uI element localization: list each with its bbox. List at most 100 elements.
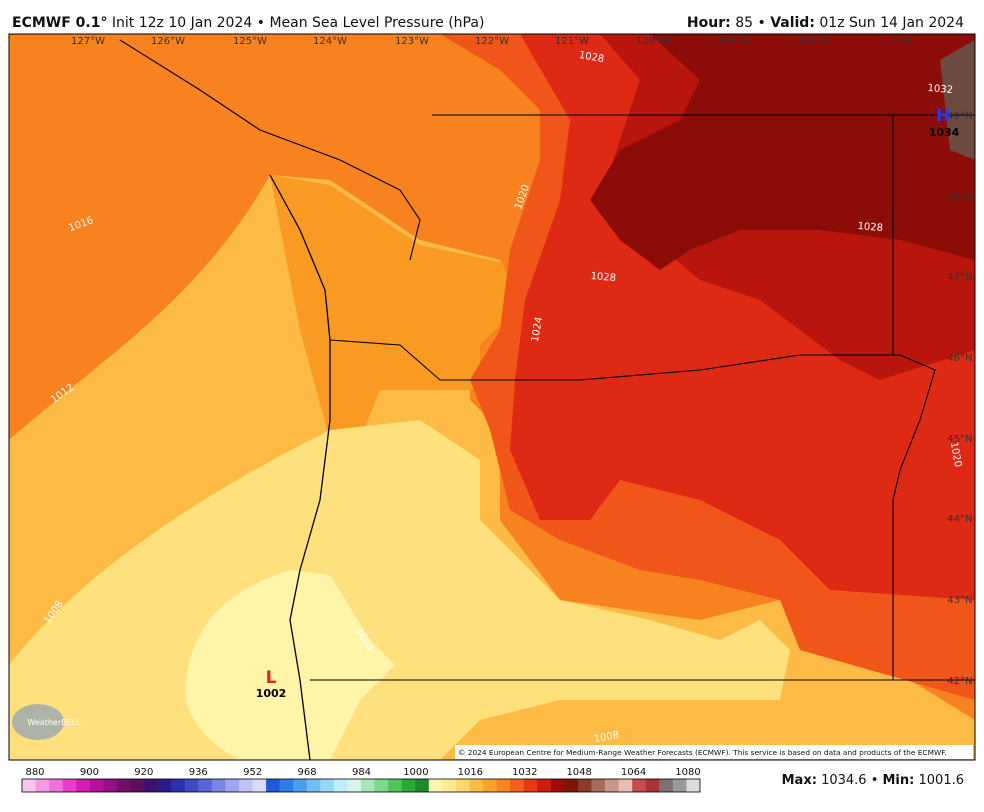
colorbar-swatch <box>211 779 226 792</box>
colorbar-swatch <box>171 779 186 792</box>
colorbar-label: 900 <box>80 767 99 778</box>
colorbar-swatch <box>225 779 240 792</box>
copyright: © 2024 European Centre for Medium-Range … <box>458 748 947 757</box>
lat-label: 47°N <box>947 272 972 283</box>
logo-badge <box>12 704 64 740</box>
lat-label: 48°N <box>947 192 972 203</box>
colorbar-swatch <box>35 779 50 792</box>
contour-label: 1020 <box>948 441 963 468</box>
colorbar-swatch <box>645 779 660 792</box>
colorbar-label: 1048 <box>566 767 591 778</box>
colorbar-swatch <box>496 779 511 792</box>
lon-label: 122°W <box>475 36 509 47</box>
colorbar-label: 952 <box>243 767 262 778</box>
borders <box>119 39 975 681</box>
colorbar-swatch <box>401 779 416 792</box>
colorbar-swatch <box>306 779 321 792</box>
lat-label: 49°N <box>947 111 972 122</box>
hour-label: Hour: <box>687 15 731 31</box>
lon-label: 117°W <box>878 36 912 47</box>
colorbar-swatch <box>483 779 497 792</box>
band-1034 <box>940 40 975 160</box>
lon-label: 121°W <box>555 36 589 47</box>
colorbar-label: 1064 <box>621 767 646 778</box>
lat-label: 42°N <box>947 676 972 687</box>
colorbar-swatch <box>238 779 253 792</box>
colorbar-label: 984 <box>352 767 371 778</box>
colorbar-swatch <box>564 779 579 792</box>
colorbar-swatch <box>523 779 538 792</box>
colorbar-swatch <box>686 779 701 792</box>
contour-label: 1028 <box>578 50 605 65</box>
colorbar-swatch <box>361 779 375 792</box>
colorbar-swatch <box>605 779 619 792</box>
colorbar-swatch <box>455 779 470 792</box>
colorbar-swatch <box>347 779 362 792</box>
colorbar-swatch <box>537 779 552 792</box>
lon-label: 126°W <box>151 36 185 47</box>
colorbar-label: 1080 <box>675 767 700 778</box>
colorbar-swatch <box>510 779 525 792</box>
lat-label: 44°N <box>947 514 972 525</box>
colorbar-swatch <box>320 779 335 792</box>
colorbar-label: 1000 <box>403 767 428 778</box>
contour-label: 1028 <box>857 221 883 234</box>
band-1014 <box>270 175 525 440</box>
colorbar-swatch <box>428 779 443 792</box>
colorbar-swatch <box>469 779 484 792</box>
colorbar-swatch <box>89 779 104 792</box>
init: Init 12z 10 Jan 2024 <box>112 15 252 31</box>
lon-label: 120°W <box>636 36 670 47</box>
field: Mean Sea Level Pressure (hPa) <box>269 15 484 31</box>
colorbar-swatch <box>333 779 348 792</box>
colorbar-label: 920 <box>134 767 153 778</box>
colorbar-swatch <box>266 779 280 792</box>
colorbar-frame <box>21 778 701 793</box>
header-left: ECMWF 0.1° Init 12z 10 Jan 2024 • Mean S… <box>12 15 484 31</box>
colorbar-swatch <box>659 779 674 792</box>
colorbar-swatch <box>293 779 308 792</box>
colorbar-swatch <box>632 779 647 792</box>
colorbar-swatch <box>76 779 91 792</box>
map <box>9 34 975 760</box>
colorbar-swatch <box>442 779 457 792</box>
colorbar-swatch <box>252 779 267 792</box>
colorbar-swatch <box>618 779 633 792</box>
hour: 85 <box>735 15 753 31</box>
header-right: Hour: 85 • Valid: 01z Sun 14 Jan 2024 <box>687 15 964 31</box>
lat-label: 45°N <box>947 434 972 445</box>
lat-label: 46°N <box>947 353 972 364</box>
colorbar-swatch <box>116 779 131 792</box>
colorbar-label: 1032 <box>512 767 537 778</box>
colorbar-swatch <box>103 779 118 792</box>
copyright-box <box>455 745 973 759</box>
band-1032 <box>590 34 975 270</box>
colorbar-swatch <box>388 779 402 792</box>
valid-label: Valid: <box>770 15 815 31</box>
lon-label: 118°W <box>797 36 831 47</box>
colorbar-swatch <box>550 779 565 792</box>
lon-label: 127°W <box>71 36 105 47</box>
colorbar-swatch <box>62 779 77 792</box>
colorbar-swatch <box>415 779 430 792</box>
low-symbol: L <box>266 668 277 688</box>
lon-label: 123°W <box>395 36 429 47</box>
contour-label: 1028 <box>590 271 616 284</box>
colorbar-swatch <box>49 779 63 792</box>
coastline <box>269 174 331 760</box>
colorbar-label: 880 <box>25 767 44 778</box>
lat-label: 43°N <box>947 595 972 606</box>
valid: 01z Sun 14 Jan 2024 <box>819 15 964 31</box>
low-value: 1002 <box>256 687 287 700</box>
logo: WeatherBELL <box>27 718 81 727</box>
high-value: 1034 <box>929 126 960 139</box>
colorbar-swatch <box>577 779 592 792</box>
contour-label: 1032 <box>927 83 953 96</box>
max-label: Max: <box>782 773 817 788</box>
colorbar-swatch <box>130 779 145 792</box>
lon-label: 125°W <box>233 36 267 47</box>
max: 1034.6 <box>821 773 867 788</box>
min-label: Min: <box>883 773 915 788</box>
colorbar-swatch <box>591 779 606 792</box>
